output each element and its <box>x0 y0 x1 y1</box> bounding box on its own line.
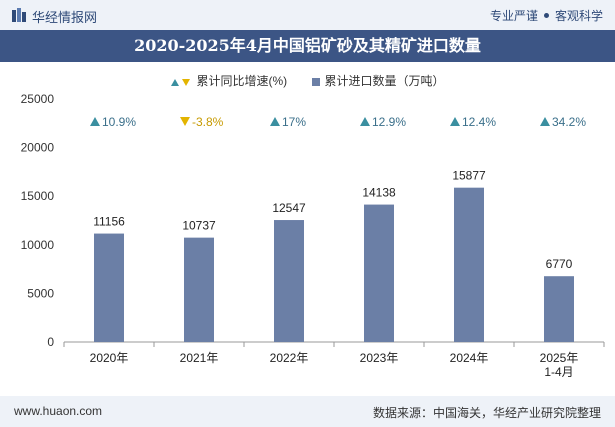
growth-up-marker <box>90 117 100 126</box>
chart-legend: 累计同比增速(%) 累计进口数量（万吨） <box>0 72 615 89</box>
bar-value-label: 11156 <box>93 215 125 229</box>
bar-value-label: 6770 <box>546 257 573 271</box>
x-tick-label: 2024年 <box>450 351 489 365</box>
growth-up-marker <box>270 117 280 126</box>
x-tick-label: 2022年 <box>270 351 309 365</box>
x-tick-label: 2021年 <box>180 351 219 365</box>
growth-label: 17% <box>282 115 306 129</box>
tag-professional: 专业严谨 <box>489 9 538 23</box>
x-tick-label: 1-4月 <box>544 365 573 379</box>
growth-label: 10.9% <box>102 115 136 129</box>
growth-label: 34.2% <box>552 115 586 129</box>
footer-website: www.huaon.com <box>14 404 103 418</box>
y-tick-label: 5000 <box>27 286 54 300</box>
y-tick-label: 0 <box>47 335 54 349</box>
x-tick-label: 2023年 <box>360 351 399 365</box>
bar-value-label: 10737 <box>182 219 216 233</box>
legend-item-volume: 累计进口数量（万吨） <box>311 72 445 89</box>
chart-title: 2020-2025年4月中国铝矿砂及其精矿进口数量 <box>0 30 615 62</box>
bar <box>364 204 394 342</box>
growth-up-marker <box>450 117 460 126</box>
y-tick-label: 25000 <box>21 92 55 106</box>
y-tick-label: 20000 <box>21 141 55 155</box>
growth-label: 12.4% <box>462 115 496 129</box>
bar-value-label: 12547 <box>272 201 306 215</box>
bar <box>544 276 574 342</box>
separator-dot-icon <box>543 13 549 19</box>
legend-volume-icon <box>311 77 320 86</box>
bar-value-label: 14138 <box>362 186 396 200</box>
footer-source: 数据来源：中国海关，华经产业研究院整理 <box>372 406 601 420</box>
legend-item-growth: 累计同比增速(%) <box>170 72 287 89</box>
x-tick-label: 2025年 <box>540 351 579 365</box>
bar-value-label: 15877 <box>452 169 486 183</box>
y-tick-label: 15000 <box>21 189 55 203</box>
logo-icon <box>12 8 26 22</box>
growth-label: -3.8% <box>192 115 224 129</box>
bar-chart: 0 5000 10000 15000 20000 25000 11156 10.9% 2020年… <box>21 92 605 379</box>
bar <box>274 220 304 342</box>
logo-text: 华经情报网 <box>32 10 98 25</box>
growth-up-marker <box>540 117 550 126</box>
growth-label: 12.9% <box>372 115 406 129</box>
y-tick-label: 10000 <box>21 238 55 252</box>
bar <box>94 233 124 342</box>
bar <box>184 237 214 342</box>
legend-label-volume: 累计进口数量（万吨） <box>324 74 445 88</box>
bar <box>454 187 484 342</box>
header-tags: 专业严谨 客观科学 <box>490 7 603 24</box>
top-bar: 华经情报网 专业严谨 客观科学 <box>0 0 615 30</box>
tag-objective: 客观科学 <box>554 9 603 23</box>
growth-up-marker <box>360 117 370 126</box>
x-tick-label: 2020年 <box>90 351 129 365</box>
footer: www.huaon.com 数据来源：中国海关，华经产业研究院整理 <box>0 396 615 427</box>
growth-down-marker <box>180 117 190 126</box>
legend-growth-icon <box>171 78 191 86</box>
legend-label-growth: 累计同比增速(%) <box>196 74 288 88</box>
